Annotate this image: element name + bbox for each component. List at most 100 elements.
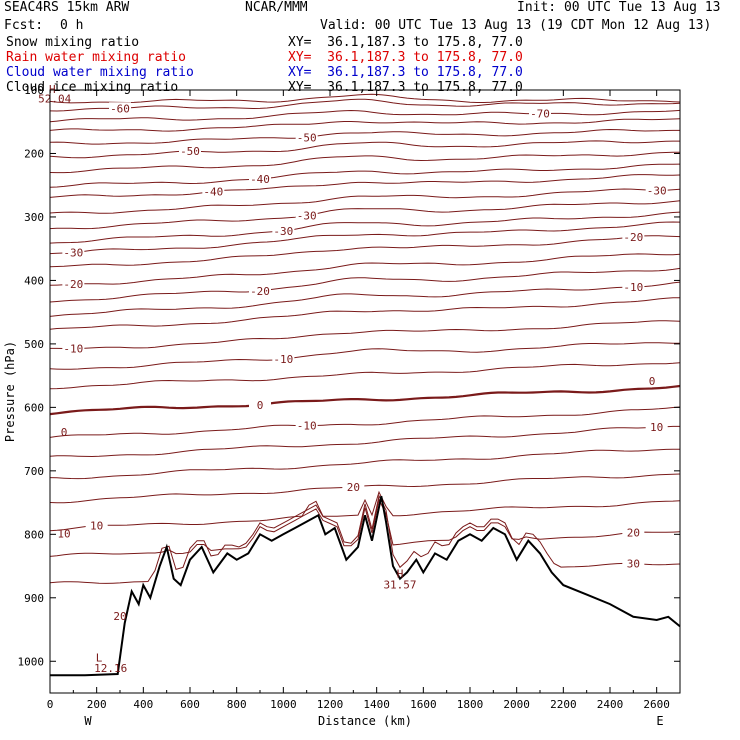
contour-label-bg — [295, 131, 318, 144]
contour-label: 0 — [257, 399, 264, 412]
contour-label-bg — [272, 224, 295, 237]
contour-line — [49, 211, 681, 244]
contour-line — [49, 406, 681, 438]
valid-time: Valid: 00 UTC Tue 13 Aug 13 (19 CDT Mon … — [320, 18, 712, 33]
contour-line — [49, 93, 681, 104]
contour-line — [49, 425, 680, 458]
y-tick-label: 700 — [24, 465, 44, 478]
contour-line — [49, 297, 681, 330]
y-tick-label: 900 — [24, 592, 44, 605]
contour-line — [49, 281, 681, 317]
x-tick-label: 2600 — [643, 698, 670, 711]
x-axis-label: Distance (km) — [318, 714, 412, 728]
contour-line — [49, 494, 681, 584]
contour-line — [49, 384, 681, 416]
y-tick-label: 100 — [24, 84, 44, 97]
contour-label: -10 — [297, 420, 317, 433]
extremum-label: 12.16 — [94, 662, 127, 675]
legend-cloud-ice-label: Cloud ice mixing ratio — [6, 80, 179, 95]
contour-label-bg — [85, 519, 108, 532]
contour-label-bg — [249, 398, 271, 411]
contour-label-bg — [109, 102, 131, 115]
forecast-value: 0 h — [60, 18, 84, 33]
extremum-label: L — [96, 651, 103, 664]
contour-line — [49, 473, 681, 504]
extremum-label: 31.57 — [383, 578, 416, 591]
contour-line — [49, 151, 681, 174]
legend-cloud-water-xy: XY= 36.1,187.3 to 175.8, 77.0 — [288, 65, 523, 80]
contour-line — [49, 490, 681, 532]
contour-line — [49, 98, 681, 112]
forecast-label: Fcst: — [4, 18, 44, 33]
contour-label: -40 — [203, 185, 223, 198]
contour-label-bg — [202, 185, 225, 198]
x-tick-label: 400 — [133, 698, 153, 711]
contour-label: 10 — [90, 520, 103, 533]
contour-label: -50 — [297, 131, 317, 144]
contour-label: -20 — [623, 231, 643, 244]
contour-line — [49, 342, 681, 370]
legend-rain-xy: XY= 36.1,187.3 to 175.8, 77.0 — [288, 50, 523, 65]
x-tick-label: 1800 — [457, 698, 484, 711]
contour-label: -10 — [623, 281, 643, 294]
extremum-label: 0 — [649, 375, 656, 388]
x-tick-label: 1600 — [410, 698, 437, 711]
contour-line — [49, 362, 681, 390]
west-end-label: W — [84, 714, 92, 728]
init-time: Init: 00 UTC Tue 13 Aug 13 — [517, 0, 721, 15]
legend-rain-label: Rain water mixing ratio — [6, 50, 187, 65]
contour-label-bg — [295, 209, 318, 222]
contour-label: -30 — [297, 210, 317, 223]
x-tick-label: 800 — [227, 698, 247, 711]
contour-label-bg — [622, 281, 645, 294]
contour-line — [49, 448, 680, 480]
contour-line — [49, 253, 681, 286]
contour-label-bg — [622, 526, 645, 539]
contour-line — [49, 118, 681, 132]
contour-line — [49, 498, 681, 557]
contour-label-bg — [62, 278, 85, 291]
y-tick-label: 200 — [24, 147, 44, 160]
x-tick-label: 1400 — [363, 698, 390, 711]
extremum-label: 0 — [61, 426, 68, 439]
contour-label-bg — [179, 145, 201, 158]
contour-label-bg — [295, 419, 318, 432]
extremum-label: 10 — [57, 527, 70, 540]
contour-label: -20 — [250, 285, 270, 298]
contour-label-bg — [342, 480, 365, 493]
contour-line — [49, 109, 681, 123]
y-tick-label: 1000 — [18, 655, 45, 668]
contour-line — [49, 188, 681, 214]
contour-line — [49, 163, 681, 188]
x-tick-label: 600 — [180, 698, 200, 711]
contour-label: 10 — [650, 421, 663, 434]
contour-label-bg — [529, 107, 551, 120]
contour-line — [49, 140, 680, 159]
x-tick-label: 2400 — [597, 698, 624, 711]
contour-label: -10 — [273, 353, 293, 366]
contour-line — [49, 128, 680, 145]
x-tick-label: 1200 — [317, 698, 344, 711]
organization-label: NCAR/MMM — [245, 0, 308, 15]
terrain-line — [50, 495, 681, 677]
y-axis-label: Pressure (hPa) — [3, 341, 17, 442]
contour-label-bg — [622, 557, 645, 570]
contour-line — [50, 320, 681, 350]
contour-label: -10 — [63, 343, 83, 356]
legend-snow-xy: XY= 36.1,187.3 to 175.8, 77.0 — [288, 35, 523, 50]
contour-label-bg — [62, 342, 85, 355]
east-end-label: E — [656, 714, 663, 728]
contour-label-bg — [622, 230, 645, 243]
contour-label: 30 — [627, 558, 640, 571]
legend-snow-label: Snow mixing ratio — [6, 35, 140, 50]
contour-line — [49, 200, 681, 230]
contour-label-bg — [62, 246, 85, 259]
model-title: SEAC4RS 15km ARW — [4, 0, 130, 15]
x-tick-label: 1000 — [270, 698, 297, 711]
y-tick-label: 600 — [24, 401, 44, 414]
x-axis-ticks: 0 200 400 600 800 1000 1200 1400 1600 1800 2000 220… — [47, 90, 670, 711]
x-tick-label: 2200 — [550, 698, 577, 711]
legend-cloud-water-label: Cloud water mixing ratio — [6, 65, 194, 80]
